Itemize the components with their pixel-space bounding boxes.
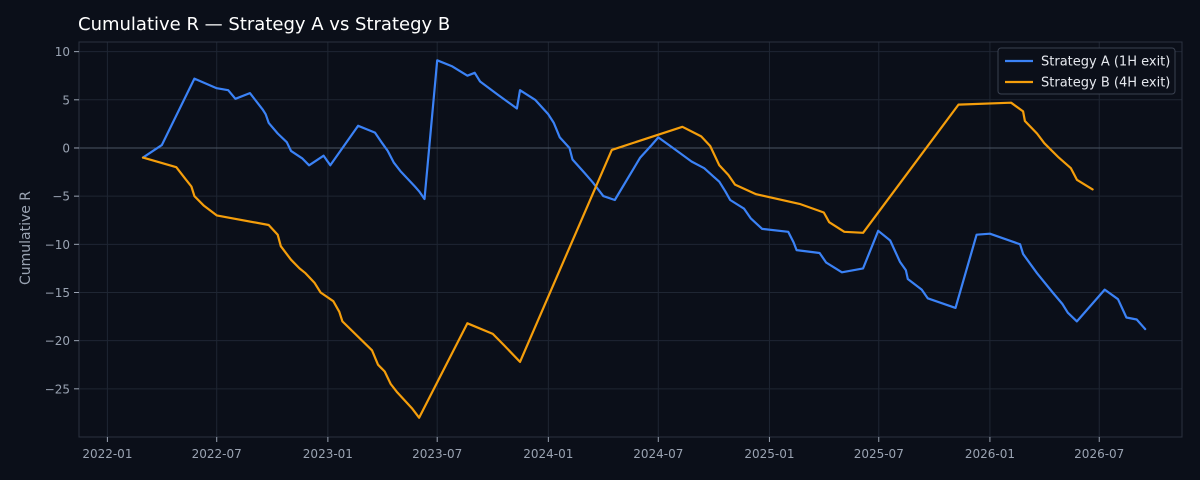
x-tick-label: 2025-01 bbox=[744, 447, 794, 461]
x-tick-label: 2023-01 bbox=[303, 447, 353, 461]
chart-title: Cumulative R — Strategy A vs Strategy B bbox=[78, 14, 451, 35]
x-tick-label: 2025-07 bbox=[854, 447, 904, 461]
y-axis: 10 5 0 −5 −10 −15 −20 −25 bbox=[45, 45, 79, 396]
legend-label-strategy-b: Strategy B (4H exit) bbox=[1041, 76, 1170, 91]
series-line-strategy-b bbox=[141, 101, 1094, 419]
x-tick-label: 2024-01 bbox=[523, 447, 573, 461]
y-tick-label: 5 bbox=[62, 93, 70, 107]
legend: Strategy A (1H exit) Strategy B (4H exit… bbox=[997, 47, 1176, 95]
y-tick-label: 0 bbox=[62, 141, 70, 155]
y-tick-label: −10 bbox=[45, 238, 70, 252]
y-tick-label: 10 bbox=[55, 45, 70, 59]
grid-layer bbox=[79, 42, 1182, 437]
series-layer bbox=[141, 59, 1147, 419]
series-line-strategy-a bbox=[141, 59, 1147, 331]
y-tick-label: −25 bbox=[45, 382, 70, 396]
y-tick-label: −15 bbox=[45, 286, 70, 300]
x-tick-label: 2022-07 bbox=[192, 447, 242, 461]
legend-label-strategy-a: Strategy A (1H exit) bbox=[1041, 55, 1170, 70]
x-tick-label: 2026-01 bbox=[965, 447, 1015, 461]
y-tick-label: −20 bbox=[45, 334, 70, 348]
x-axis: 2022-01 2022-07 2023-01 2023-07 2024-01 2024-… bbox=[82, 437, 1124, 461]
x-tick-label: 2026-07 bbox=[1074, 447, 1124, 461]
y-tick-label: −5 bbox=[52, 190, 70, 204]
legend-box bbox=[997, 47, 1176, 95]
x-tick-label: 2022-01 bbox=[82, 447, 132, 461]
plot-frame bbox=[78, 41, 1183, 438]
y-axis-label: Cumulative R bbox=[18, 191, 34, 285]
x-tick-label: 2023-07 bbox=[412, 447, 462, 461]
x-tick-label: 2024-07 bbox=[633, 447, 683, 461]
